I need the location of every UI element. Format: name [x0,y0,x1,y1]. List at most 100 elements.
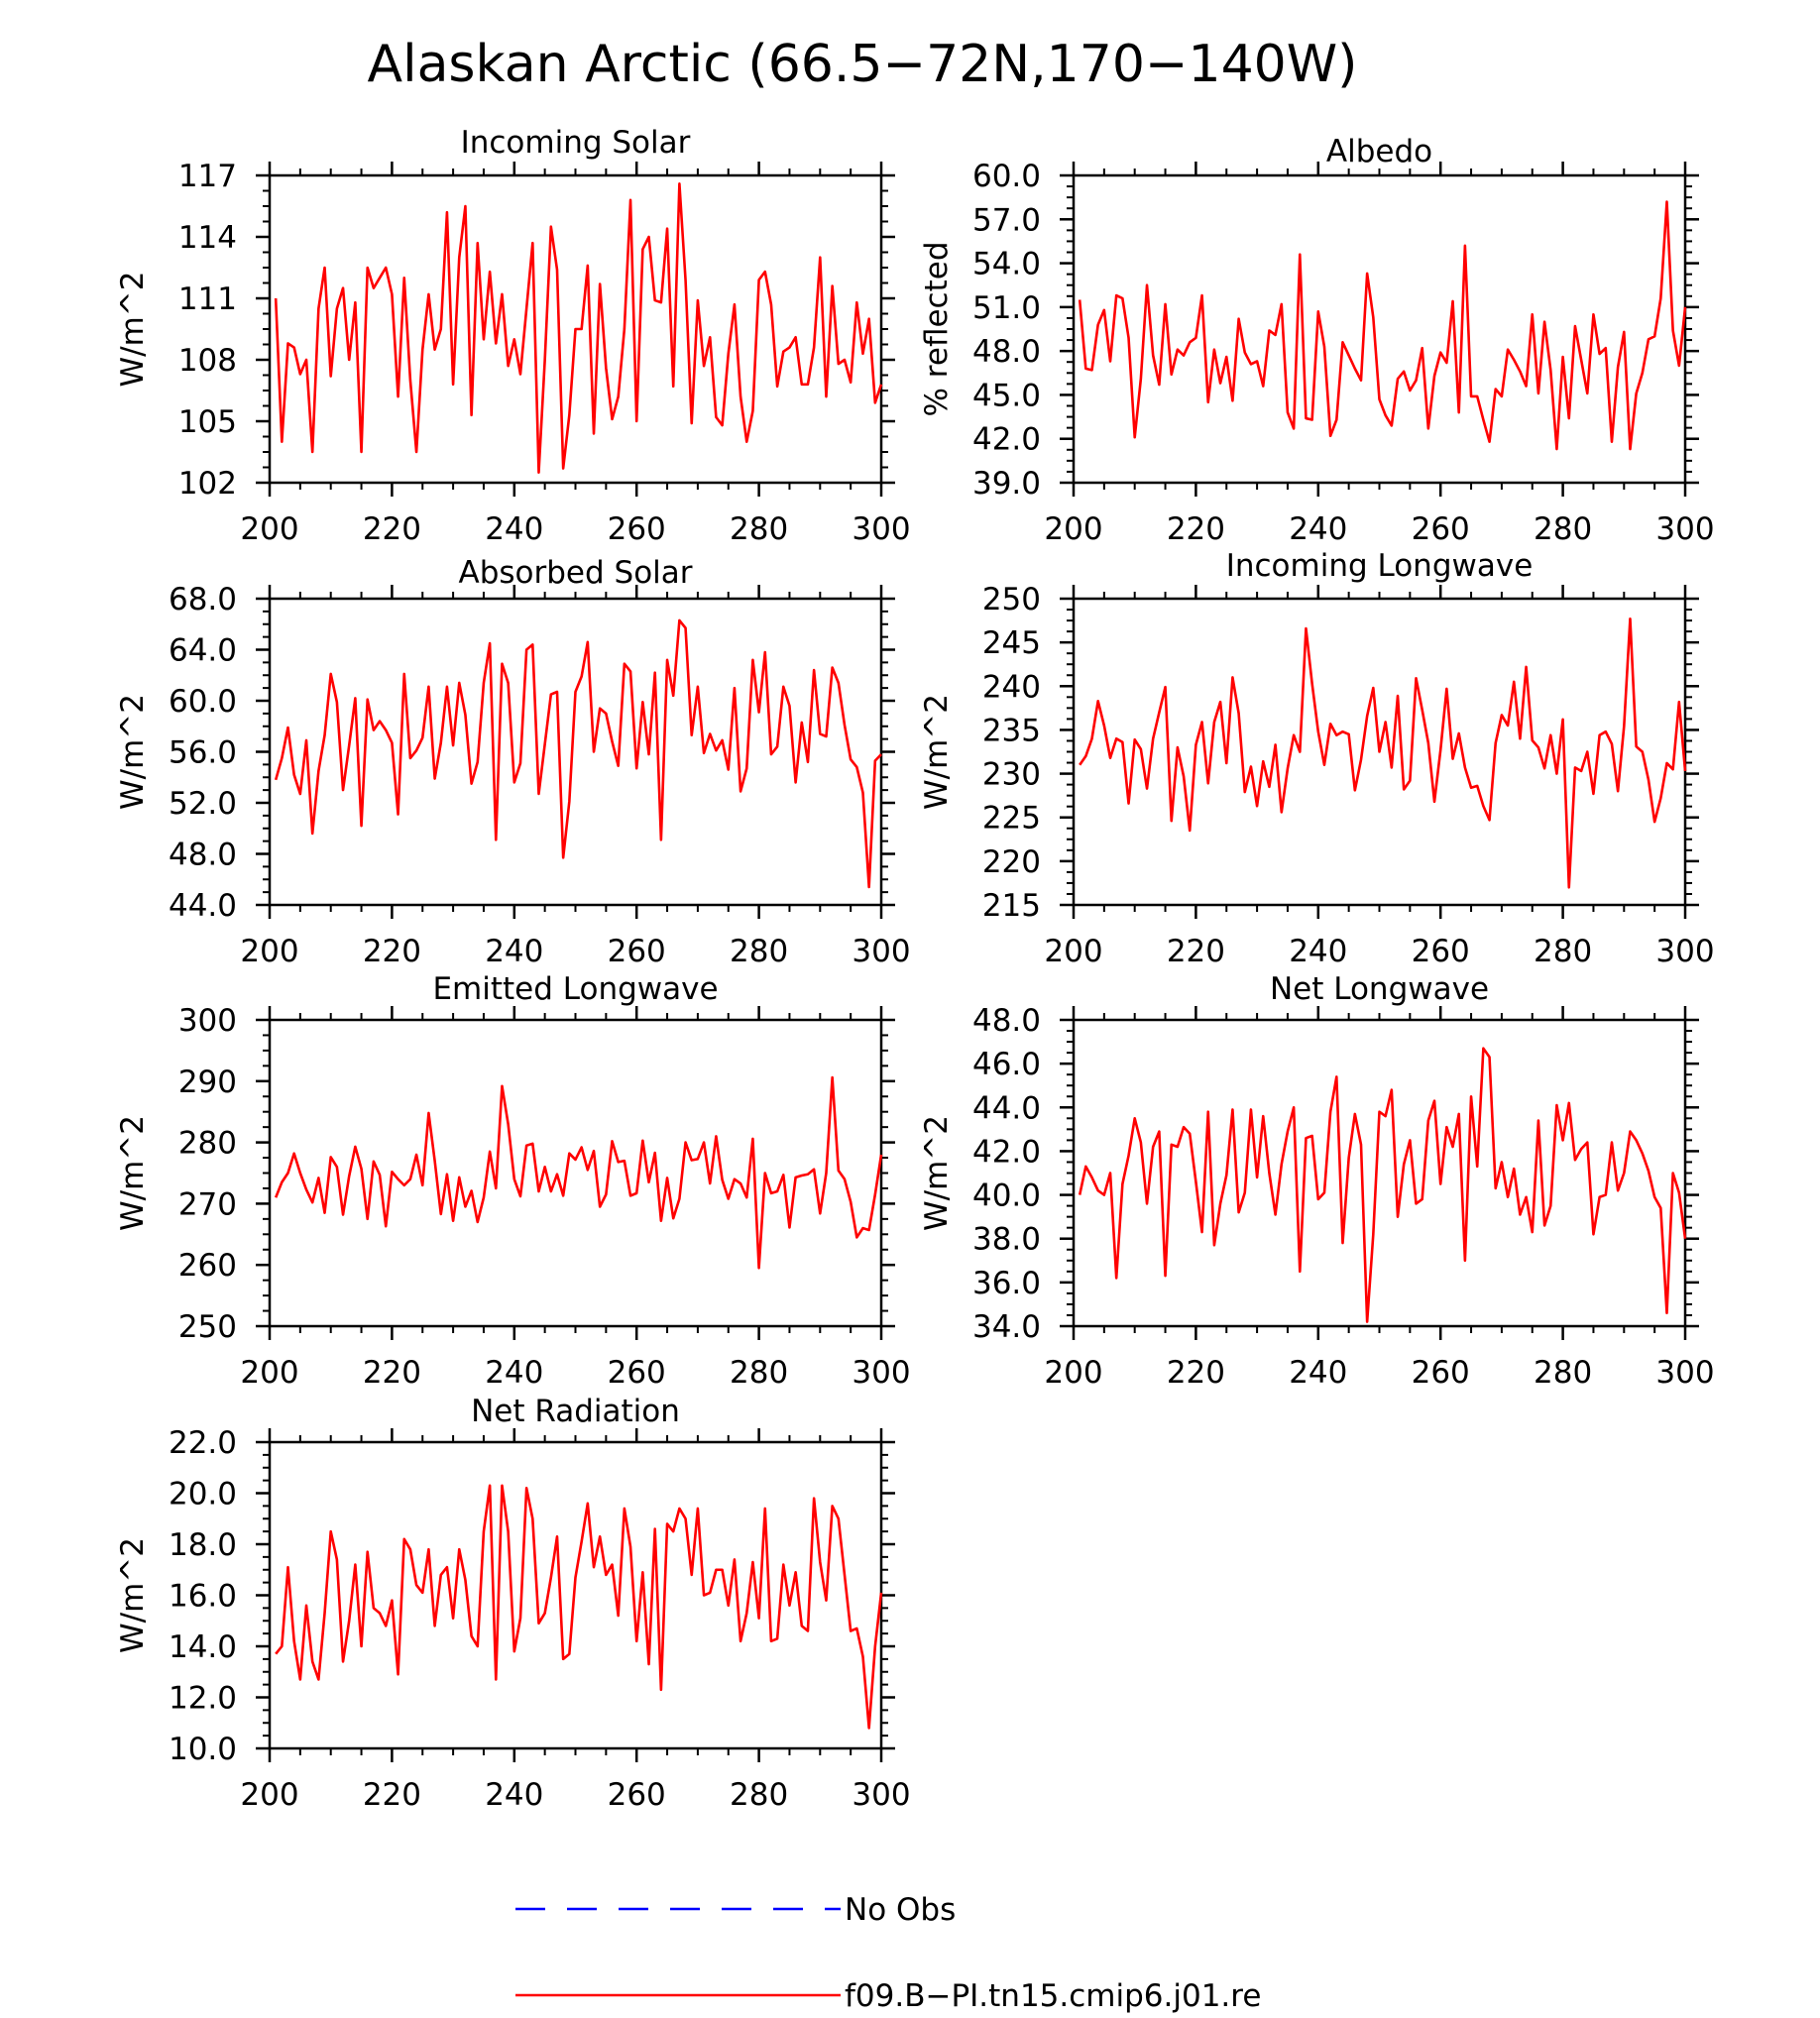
y-tick-label: 54.0 [972,247,1041,282]
panel-title: Emitted Longwave [432,971,718,1007]
y-tick-label: 108 [178,343,237,379]
x-tick-label: 220 [1167,511,1225,547]
x-tick-label: 280 [1534,511,1592,547]
y-tick-label: 42.0 [972,1134,1041,1170]
chart-panel-net-radiation: Net Radiation W/m^2 200 220 240 260 280 300 10.0… [115,1394,911,1813]
chart-panel-absorbed-solar: Absorbed Solar W/m^2 200 220 240 260 280 300 44.… [115,555,911,969]
x-tick-label: 300 [852,1355,910,1391]
y-tick-label: 42.0 [972,422,1041,458]
y-tick-label: 245 [982,625,1041,661]
y-tick-label: 36.0 [972,1266,1041,1301]
y-tick-label: 68.0 [169,582,237,617]
y-tick-label: 52.0 [169,786,237,822]
chart-panel-incoming-solar: Incoming Solar W/m^2 200 220 240 260 280 300 102… [115,125,911,547]
x-tick-label: 220 [363,934,421,969]
series-line [1078,1047,1687,1323]
y-tick-label: 20.0 [169,1477,237,1513]
y-axis-label: W/m^2 [115,694,151,810]
y-axis-label: % reflected [919,242,955,417]
x-tick-label: 220 [363,1355,421,1391]
x-tick-label: 220 [1167,934,1225,969]
panels-container: Incoming Solar W/m^2 200 220 240 260 280 300 102… [115,125,1715,1813]
y-tick-label: 10.0 [169,1732,237,1767]
series-line [274,618,882,889]
x-tick-label: 220 [363,511,421,547]
y-tick-label: 105 [178,404,237,440]
y-axis-label: W/m^2 [115,272,151,388]
chart-panel-net-longwave: Net Longwave W/m^2 200 220 240 260 280 300 34.0 3… [919,971,1715,1391]
y-tick-label: 48.0 [972,334,1041,370]
y-tick-label: 60.0 [169,684,237,720]
x-tick-label: 300 [852,934,910,969]
panel-title: Absorbed Solar [458,555,692,591]
series-line [1079,617,1687,889]
x-tick-label: 300 [1655,934,1714,969]
legend-label-model-run: f09.B−PI.tn15.cmip6.j01.re [845,1978,1261,2014]
y-tick-label: 14.0 [169,1629,237,1665]
legend-label-no-obs: No Obs [845,1892,956,1928]
x-tick-label: 200 [1044,934,1102,969]
y-tick-label: 51.0 [972,290,1041,326]
x-tick-label: 260 [1412,511,1470,547]
y-tick-label: 18.0 [169,1527,237,1563]
legend: No Obs f09.B−PI.tn15.cmip6.j01.re [515,1892,1261,2014]
x-tick-label: 280 [730,511,788,547]
panel-title: Net Longwave [1270,971,1489,1007]
chart-panel-incoming-longwave: Incoming Longwave W/m^2 200 220 240 260 280 300… [919,548,1715,969]
x-tick-label: 260 [608,934,666,969]
y-axis-label: W/m^2 [115,1537,151,1653]
y-tick-label: 250 [982,582,1041,617]
y-tick-label: 48.0 [972,1003,1041,1039]
y-tick-label: 270 [178,1186,237,1222]
series-line [1078,200,1687,451]
x-tick-label: 300 [852,1777,910,1813]
x-tick-label: 240 [1289,511,1347,547]
y-tick-label: 225 [982,801,1041,837]
x-tick-label: 240 [1289,934,1347,969]
x-tick-label: 260 [1412,1355,1470,1391]
panel-title: Albedo [1326,134,1432,169]
y-tick-label: 240 [982,669,1041,705]
x-tick-label: 220 [363,1777,421,1813]
y-tick-label: 102 [178,466,237,502]
figure-title: Alaskan Arctic (66.5−72N,170−140W) [368,35,1358,94]
y-tick-label: 12.0 [169,1681,237,1717]
y-tick-label: 250 [178,1309,237,1345]
x-tick-label: 240 [485,1777,543,1813]
plot-frame [1072,1018,1687,1328]
y-tick-label: 22.0 [169,1425,237,1461]
x-tick-label: 260 [608,1355,666,1391]
chart-panel-emitted-longwave: Emitted Longwave W/m^2 200 220 240 260 280 300 2… [115,971,911,1391]
x-tick-label: 280 [1534,1355,1592,1391]
panel-title: Net Radiation [471,1394,680,1429]
y-tick-label: 290 [178,1065,237,1100]
y-tick-label: 280 [178,1126,237,1162]
x-tick-label: 200 [1044,1355,1102,1391]
y-tick-label: 34.0 [972,1309,1041,1345]
x-tick-label: 280 [730,934,788,969]
y-tick-label: 48.0 [169,838,237,873]
y-tick-label: 57.0 [972,202,1041,238]
x-tick-label: 200 [240,1777,298,1813]
x-tick-label: 200 [240,934,298,969]
y-tick-label: 300 [178,1003,237,1039]
x-tick-label: 260 [1412,934,1470,969]
y-tick-label: 40.0 [972,1178,1041,1214]
plot-frame [268,597,883,907]
panel-title: Incoming Solar [461,125,691,161]
y-tick-label: 44.0 [972,1090,1041,1126]
y-tick-label: 45.0 [972,378,1041,413]
y-tick-label: 64.0 [169,633,237,669]
y-tick-label: 260 [178,1248,237,1284]
y-tick-label: 46.0 [972,1047,1041,1082]
x-tick-label: 260 [608,1777,666,1813]
y-tick-label: 56.0 [169,735,237,771]
x-tick-label: 200 [1044,511,1102,547]
plot-frame [268,1440,883,1750]
series-line [275,1484,883,1730]
x-tick-label: 260 [608,511,666,547]
x-tick-label: 240 [485,934,543,969]
y-axis-label: W/m^2 [919,1115,955,1231]
x-tick-label: 200 [240,1355,298,1391]
